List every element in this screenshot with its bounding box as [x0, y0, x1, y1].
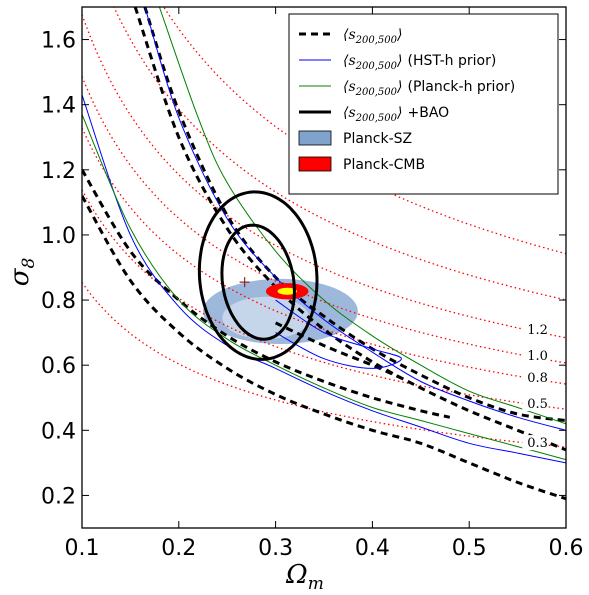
y-tick-label: 1.4	[41, 94, 76, 119]
dashed-inner-upper	[143, 7, 566, 422]
legend: ⟨s200,500⟩ ⟨s200,500⟩ (HST-h prior) ⟨s200,5…	[288, 13, 559, 195]
planck-h-prior-contours	[82, 7, 566, 461]
legend-label-5: Planck-CMB	[343, 157, 425, 173]
hst-h-prior-contours	[82, 7, 566, 464]
y-tick-label: 0.4	[41, 419, 76, 444]
bao-inner	[220, 223, 296, 341]
y-tick-label: 0.8	[41, 289, 76, 314]
s200500-dashed-contours	[82, 7, 566, 501]
planck-cmb-inner	[277, 287, 297, 295]
iso-label-1.2: 1.2	[527, 323, 548, 338]
iso-label-bg	[522, 395, 549, 411]
iso-line-2	[82, 127, 566, 385]
x-axis-title: Ωm	[285, 560, 324, 594]
iso-label-bg	[522, 435, 549, 451]
y-tick-label: 1.0	[41, 224, 76, 249]
legend-box	[288, 13, 559, 195]
iso-line-0	[82, 282, 566, 448]
x-tick-label: 0.1	[65, 536, 100, 561]
green-upper	[158, 7, 566, 425]
iso-label-0.8: 0.8	[527, 371, 548, 386]
dashed-outer-lower	[82, 195, 566, 501]
legend-label-1: ⟨s200,500⟩ (HST-h prior)	[343, 53, 496, 72]
dashed-inner-lower	[82, 169, 451, 419]
plus-marker	[239, 277, 250, 288]
plot-frame	[81, 6, 567, 529]
iso-label-0.3: 0.3	[527, 436, 548, 451]
legend-label-3: ⟨s200,500⟩ +BAO	[343, 105, 449, 124]
blue-inner	[275, 299, 402, 369]
y-tick-label: 1.2	[41, 159, 76, 184]
x-tick-label: 0.3	[258, 536, 293, 561]
legend-label-4: Planck-SZ	[343, 131, 412, 147]
iso-line-labels: 0.3 0.5 0.8 1.0 1.2	[522, 321, 549, 451]
green-lower	[82, 114, 566, 461]
legend-handle-4	[298, 130, 332, 146]
y-axis-title: σ8	[5, 258, 39, 287]
legend-label-0: ⟨s200,500⟩	[343, 27, 402, 46]
iso-label-0.5: 0.5	[527, 397, 548, 412]
legend-label-2: ⟨s200,500⟩ (Planck-h prior)	[343, 79, 515, 98]
y-tick-label: 0.6	[41, 354, 76, 379]
iso-label-bg	[522, 348, 549, 364]
plot-area	[82, 7, 566, 501]
y-tick-label: 0.2	[41, 484, 76, 509]
blue-lower	[82, 94, 566, 464]
iso-label-bg	[522, 369, 549, 385]
iso-label-bg	[522, 321, 549, 337]
iso-label-1.0: 1.0	[527, 349, 548, 364]
x-tick-label: 0.6	[549, 536, 584, 561]
legend-handle-5	[298, 156, 332, 172]
markers	[239, 277, 250, 288]
dashed-outer-upper	[133, 7, 566, 452]
axis-ticks: 0.1 0.2 0.3 0.4 0.5 0.6 0.2 0.4 0.6 0.8 1.0 1.2 1.4 1…	[41, 7, 584, 561]
bao-outer	[197, 190, 319, 361]
planck-cmb-region	[265, 283, 309, 300]
dashed-middle-right	[274, 321, 403, 380]
blue-upper	[144, 7, 566, 431]
iso-line-3	[82, 76, 566, 364]
x-tick-label: 0.2	[161, 536, 196, 561]
x-tick-label: 0.5	[452, 536, 487, 561]
bao-contours	[197, 190, 319, 361]
y-tick-label: 1.6	[41, 29, 76, 54]
x-tick-label: 0.4	[355, 536, 390, 561]
